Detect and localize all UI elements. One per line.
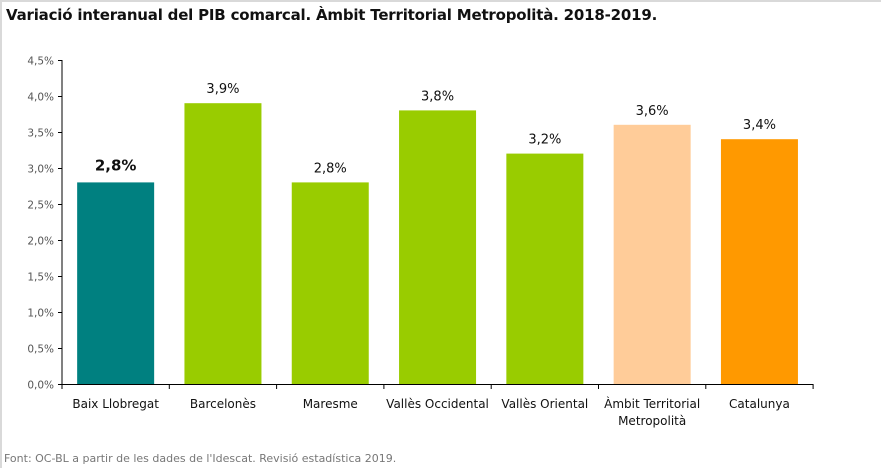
bar bbox=[399, 110, 477, 385]
data-label: 3,6% bbox=[636, 104, 669, 119]
chart-title: Variació interanual del PIB comarcal. Àm… bbox=[6, 6, 658, 24]
bar bbox=[77, 182, 155, 384]
y-tick-label: 0,0% bbox=[27, 380, 54, 392]
bar bbox=[720, 139, 798, 384]
y-tick-label: 1,0% bbox=[27, 308, 54, 320]
x-category-label: Àmbit Territorial bbox=[604, 396, 700, 411]
y-tick-label: 2,5% bbox=[27, 200, 54, 212]
data-label: 3,9% bbox=[206, 82, 239, 97]
source-note: Font: OC-BL a partir de les dades de l'I… bbox=[4, 452, 397, 465]
y-tick-label: 2,0% bbox=[27, 236, 54, 248]
x-category-label: Metropolità bbox=[618, 414, 686, 428]
data-label: 2,8% bbox=[95, 156, 137, 174]
x-category-label: Maresme bbox=[303, 397, 358, 411]
data-label: 3,4% bbox=[743, 118, 776, 133]
x-category-label: Vallès Occidental bbox=[386, 397, 489, 411]
x-category-label: Barcelonès bbox=[190, 397, 256, 411]
bar bbox=[506, 153, 584, 384]
bar bbox=[184, 103, 262, 384]
bar bbox=[291, 182, 369, 384]
y-tick-label: 3,5% bbox=[27, 128, 54, 140]
y-tick-label: 4,0% bbox=[27, 92, 54, 104]
bar bbox=[613, 124, 691, 385]
y-tick-label: 1,5% bbox=[27, 272, 54, 284]
y-tick-label: 3,0% bbox=[27, 164, 54, 176]
y-tick-label: 4,5% bbox=[27, 56, 54, 68]
data-label: 2,8% bbox=[314, 161, 347, 176]
x-category-label: Vallès Oriental bbox=[501, 397, 588, 411]
x-category-label: Catalunya bbox=[729, 397, 790, 411]
x-category-label: Baix Llobregat bbox=[72, 397, 159, 411]
data-label: 3,8% bbox=[421, 89, 454, 104]
y-tick-label: 0,5% bbox=[27, 344, 54, 356]
data-label: 3,2% bbox=[528, 133, 561, 148]
